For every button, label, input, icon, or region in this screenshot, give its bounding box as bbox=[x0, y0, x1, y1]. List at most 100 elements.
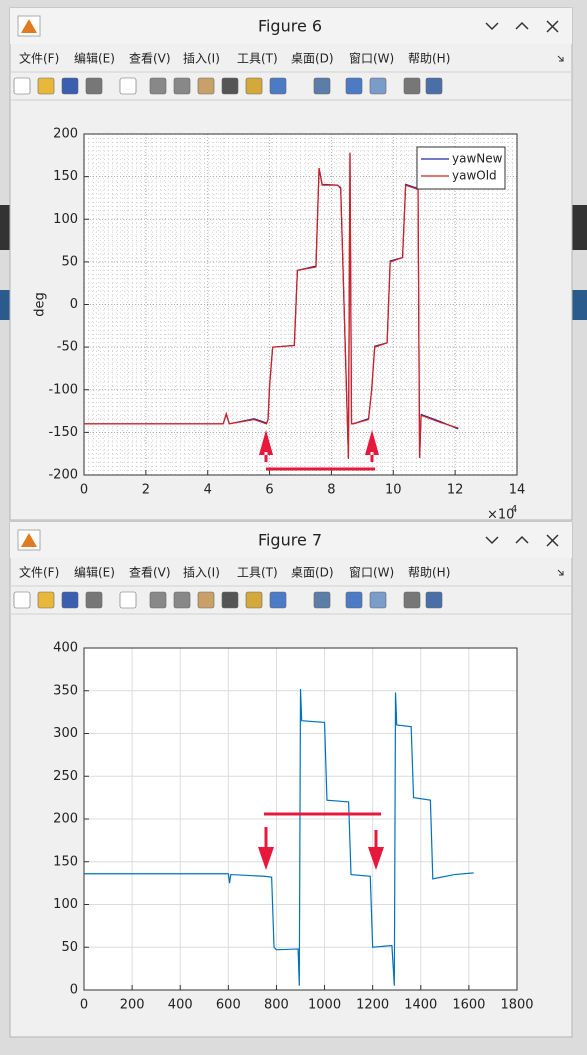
menu-item[interactable]: 编辑(E) bbox=[74, 51, 115, 66]
x-tick-label: 400 bbox=[168, 998, 193, 1013]
y-tick-label: 0 bbox=[70, 297, 78, 312]
toolbar-button[interactable] bbox=[61, 77, 79, 95]
toolbar-button[interactable] bbox=[313, 591, 331, 609]
menu-item[interactable]: 编辑(E) bbox=[74, 565, 115, 580]
toolbar-button[interactable] bbox=[13, 77, 31, 95]
toolbar-button[interactable] bbox=[197, 77, 215, 95]
annotations bbox=[259, 430, 379, 471]
x-multiplier-exponent: 4 bbox=[511, 504, 517, 515]
figure-window: Figure 6 文件(F) 编辑(E) 查看(V) 插入(I) 工具(T) 桌面(D) 窗口… bbox=[9, 7, 573, 523]
x-tick-label: 1600 bbox=[452, 998, 485, 1013]
toolbar-button[interactable] bbox=[119, 591, 137, 609]
menu-item[interactable]: 桌面(D) bbox=[291, 566, 334, 580]
y-tick-label: 0 bbox=[70, 983, 78, 998]
maximize-button[interactable] bbox=[515, 535, 529, 544]
x-tick-label: 10 bbox=[385, 483, 402, 498]
menu-item[interactable]: 窗口(W) bbox=[349, 566, 394, 580]
maximize-button[interactable] bbox=[515, 21, 529, 30]
toolbar-button[interactable] bbox=[197, 591, 215, 609]
toolbar-button[interactable] bbox=[345, 77, 363, 95]
x-tick-label: 4 bbox=[204, 483, 212, 498]
axes-box bbox=[83, 133, 518, 476]
menu-item[interactable]: 工具(T) bbox=[237, 566, 278, 580]
figure-window: Figure 7 文件(F) 编辑(E) 查看(V) 插入(I) 工具(T) 桌面(D) 窗口… bbox=[9, 521, 573, 1038]
y-tick-label: 50 bbox=[61, 254, 78, 269]
data-line bbox=[84, 152, 459, 458]
y-tick-label: -200 bbox=[48, 468, 78, 483]
window-title: Figure 7 bbox=[258, 531, 322, 550]
y-tick-label: 150 bbox=[53, 854, 78, 869]
toolbar-button[interactable] bbox=[313, 77, 331, 95]
y-tick-label: 250 bbox=[53, 769, 78, 784]
toolbar-button[interactable] bbox=[345, 591, 363, 609]
toolbar-button[interactable] bbox=[85, 591, 103, 609]
toolbar-button[interactable] bbox=[425, 77, 443, 95]
menu-item[interactable]: 文件(F) bbox=[19, 565, 59, 580]
x-tick-label: 12 bbox=[447, 483, 464, 498]
y-tick-label: 400 bbox=[53, 641, 78, 656]
x-tick-label: 14 bbox=[509, 483, 526, 498]
toolbar-button[interactable] bbox=[245, 77, 263, 95]
menu-item[interactable]: 查看(V) bbox=[129, 52, 171, 66]
y-axis-label: deg bbox=[33, 292, 48, 317]
y-tick-label: -50 bbox=[57, 340, 78, 355]
toolbar-button[interactable] bbox=[149, 77, 167, 95]
toolbar-button[interactable] bbox=[269, 77, 287, 95]
y-tick-label: 350 bbox=[53, 683, 78, 698]
toolbar-button[interactable] bbox=[13, 591, 31, 609]
close-button[interactable] bbox=[546, 534, 559, 547]
toolbar-button[interactable] bbox=[173, 77, 191, 95]
menu-item[interactable]: 插入(I) bbox=[183, 566, 220, 580]
menu-item[interactable]: 工具(T) bbox=[237, 52, 278, 66]
arrow-up bbox=[365, 430, 379, 462]
toolbar-button[interactable] bbox=[221, 591, 239, 609]
background-bar bbox=[572, 290, 587, 320]
arrow-down bbox=[368, 847, 384, 870]
toolbar-button[interactable] bbox=[149, 591, 167, 609]
data-line bbox=[84, 689, 474, 986]
y-tick-label: 100 bbox=[53, 212, 78, 227]
x-tick-label: 0 bbox=[80, 998, 88, 1013]
x-tick-label: 1200 bbox=[356, 998, 389, 1013]
toolbar-button[interactable] bbox=[403, 77, 421, 95]
toolbar-button[interactable] bbox=[425, 591, 443, 609]
toolbar-button[interactable] bbox=[245, 591, 263, 609]
menu-item[interactable]: 查看(V) bbox=[129, 566, 171, 580]
y-tick-label: 50 bbox=[61, 940, 78, 955]
toolbar-button[interactable] bbox=[119, 77, 137, 95]
menu-item[interactable]: 插入(I) bbox=[183, 52, 220, 66]
minimize-button[interactable] bbox=[485, 536, 499, 545]
menu-item[interactable]: 桌面(D) bbox=[291, 52, 334, 66]
menu-item[interactable]: 文件(F) bbox=[19, 51, 59, 66]
toolbar-button[interactable] bbox=[37, 591, 55, 609]
toolbar-button[interactable] bbox=[369, 591, 387, 609]
toolbar-button[interactable] bbox=[221, 77, 239, 95]
background-editor bbox=[0, 205, 10, 250]
menu-overflow bbox=[557, 55, 564, 62]
toolbar-button[interactable] bbox=[61, 591, 79, 609]
toolbar-button[interactable] bbox=[403, 591, 421, 609]
annotations bbox=[258, 812, 384, 870]
y-tick-label: 150 bbox=[53, 169, 78, 184]
title-bar bbox=[10, 522, 572, 558]
toolbar-button[interactable] bbox=[37, 77, 55, 95]
legend-label: yawNew bbox=[452, 152, 503, 166]
menu-item[interactable]: 窗口(W) bbox=[349, 52, 394, 66]
y-tick-label: 300 bbox=[53, 726, 78, 741]
menu-item[interactable]: 帮助(H) bbox=[408, 52, 450, 66]
menu-item[interactable]: 帮助(H) bbox=[408, 566, 450, 580]
toolbar-button[interactable] bbox=[85, 77, 103, 95]
x-tick-label: 2 bbox=[142, 483, 150, 498]
y-tick-label: 100 bbox=[53, 897, 78, 912]
minimize-button[interactable] bbox=[485, 22, 499, 31]
x-tick-label: 800 bbox=[264, 998, 289, 1013]
close-button[interactable] bbox=[546, 20, 559, 33]
toolbar-button[interactable] bbox=[369, 77, 387, 95]
toolbar-button[interactable] bbox=[269, 591, 287, 609]
x-multiplier: ×10 bbox=[487, 508, 514, 523]
y-tick-label: -150 bbox=[48, 425, 78, 440]
toolbar-button[interactable] bbox=[173, 591, 191, 609]
x-tick-label: 6 bbox=[265, 483, 273, 498]
